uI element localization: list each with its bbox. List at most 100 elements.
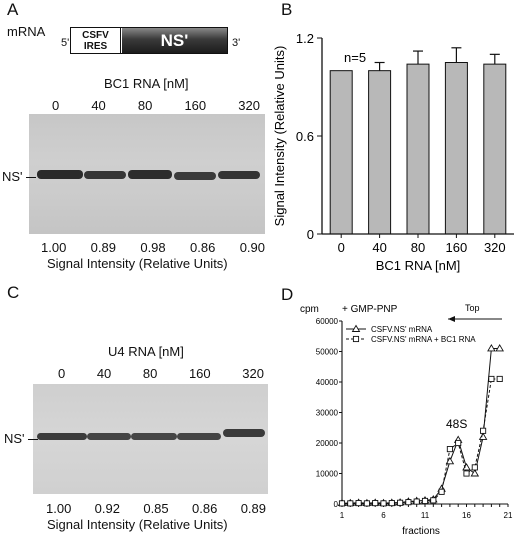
conc-1: 40 — [96, 366, 112, 381]
data-point — [480, 427, 487, 434]
intensity-2: 0.85 — [143, 501, 169, 516]
data-point — [478, 432, 488, 440]
data-point — [471, 464, 478, 471]
y-tick-label: 40000 — [316, 378, 339, 387]
y-tick-label: 10000 — [316, 470, 339, 479]
intensity-2: 0.98 — [140, 240, 166, 255]
y-tick-label: 30000 — [316, 409, 339, 418]
y-tick-label: 0 — [334, 500, 339, 509]
data-point — [338, 500, 346, 507]
data-point — [355, 500, 362, 507]
error-bar — [451, 47, 462, 63]
y-tick-label: 60000 — [316, 317, 339, 326]
conc-3: 160 — [184, 98, 207, 113]
gel-band — [87, 433, 131, 440]
data-point — [470, 469, 480, 477]
gel-band — [37, 170, 83, 179]
conc-2: 80 — [142, 366, 158, 381]
x-tick-label: 0 — [338, 240, 345, 255]
bar — [368, 70, 392, 235]
data-point — [363, 500, 370, 507]
left-arrow-icon — [448, 316, 502, 322]
conc-0: 0 — [58, 366, 66, 381]
band-tick — [26, 177, 36, 178]
y-tick-label: 0 — [307, 227, 314, 242]
intensity-1: 0.89 — [90, 240, 116, 255]
panel-a-gel — [29, 114, 265, 234]
error-bar — [413, 50, 423, 65]
intensity-4: 0.89 — [240, 501, 266, 516]
panel-a-band-label: NS' — [2, 169, 23, 184]
data-point — [495, 344, 504, 352]
d-peak-label: 48S — [446, 417, 467, 431]
gel-band — [37, 433, 87, 440]
b-x-label: BC1 RNA [nM] — [376, 258, 461, 273]
x-tick-label: 16 — [462, 511, 471, 520]
intensity-0: 1.00 — [46, 501, 72, 516]
band-tick — [28, 439, 38, 440]
panel-c-gel — [33, 384, 268, 494]
data-point — [446, 446, 453, 453]
error-bar — [374, 61, 385, 71]
data-point — [413, 498, 420, 505]
panel-a-conc-title: BC1 RNA [nM] — [104, 76, 189, 91]
panel-c-conc-title: U4 RNA [nM] — [108, 344, 184, 359]
panel-d-letter: D — [281, 285, 294, 304]
gel-band — [223, 429, 265, 437]
d-annotation: + GMP-PNP — [342, 304, 398, 315]
data-point — [496, 375, 503, 382]
panel-a-intensity-row: 1.00 0.89 0.98 0.86 0.90 — [41, 240, 265, 255]
three-prime-label: 3' — [232, 37, 241, 49]
panel-b-chart: 0 40 80 160 320 0 0.6 1.2 Signal Intensity (Rel… — [272, 31, 514, 273]
intensity-3: 0.86 — [192, 501, 218, 516]
legend-marker — [351, 324, 361, 332]
data-point — [463, 470, 470, 477]
panel-a-letter: A — [7, 0, 19, 19]
panel-c-band-label: NS' — [4, 431, 25, 446]
mrna-label: mRNA — [7, 24, 46, 39]
conc-2: 80 — [137, 98, 153, 113]
x-tick-label: 1 — [340, 511, 345, 520]
gel-band — [84, 171, 126, 179]
legend-label: CSFV.NS' mRNA + BC1 RNA — [371, 335, 476, 344]
y-tick-label: 0.6 — [296, 129, 314, 144]
ires-line1: CSFV — [82, 29, 109, 41]
data-point — [488, 375, 495, 382]
intensity-3: 0.86 — [190, 240, 216, 255]
panel-c-intensity-caption: Signal Intensity (Relative Units) — [47, 517, 228, 532]
data-point — [445, 456, 455, 465]
conc-4: 320 — [238, 98, 260, 113]
bar — [483, 63, 507, 235]
panel-d-chart: cpm + GMP-PNP Top CSFV.NS' mRNACSFV.NS' … — [300, 303, 513, 537]
y-tick-label: 50000 — [316, 348, 339, 357]
ires-box: CSFV IRES — [71, 28, 121, 53]
gel-band — [131, 433, 177, 440]
data-point — [347, 500, 354, 507]
legend-marker — [352, 335, 360, 343]
series-line — [342, 378, 500, 504]
ires-line2: IRES — [83, 40, 108, 52]
conc-4: 320 — [242, 366, 264, 381]
data-point — [430, 497, 437, 504]
bar — [444, 62, 468, 235]
data-point — [380, 500, 387, 507]
panel-c-conc-row: 0 40 80 160 320 — [58, 366, 264, 381]
data-point — [462, 463, 471, 471]
x-tick-label: 40 — [372, 240, 386, 255]
bar — [329, 70, 353, 235]
mrna-construct: CSFV IRES NS' — [70, 27, 228, 54]
data-point — [487, 344, 496, 352]
gel-band — [177, 433, 221, 440]
intensity-0: 1.00 — [41, 240, 67, 255]
conc-1: 40 — [91, 98, 106, 113]
b-y-label: Signal Intensity (Relative Units) — [272, 46, 287, 227]
data-point — [438, 488, 445, 495]
ns-coding-box: NS' — [122, 28, 227, 53]
x-tick-label: 80 — [411, 240, 425, 255]
ns-box-label: NS' — [160, 30, 189, 50]
panel-a-intensity-caption: Signal Intensity (Relative Units) — [47, 256, 228, 271]
data-point — [372, 500, 379, 507]
intensity-4: 0.90 — [239, 240, 265, 255]
x-tick-label: 6 — [381, 511, 386, 520]
error-bar — [489, 53, 500, 65]
